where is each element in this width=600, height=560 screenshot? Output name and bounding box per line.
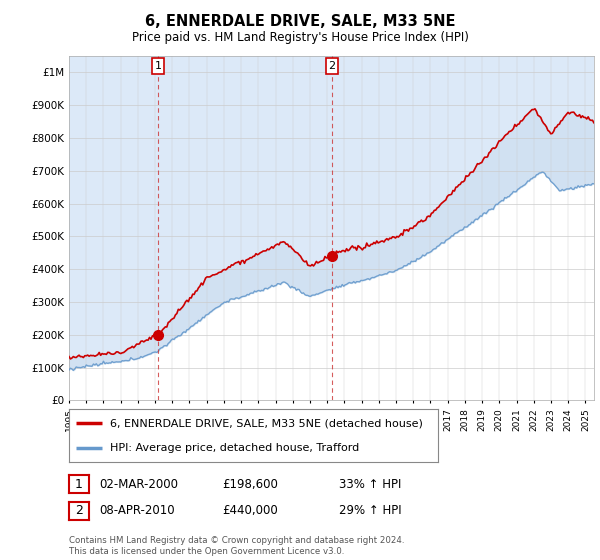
Text: 02-MAR-2000: 02-MAR-2000	[99, 478, 178, 491]
Text: £198,600: £198,600	[222, 478, 278, 491]
Text: 2: 2	[75, 504, 83, 517]
Text: Contains HM Land Registry data © Crown copyright and database right 2024.
This d: Contains HM Land Registry data © Crown c…	[69, 536, 404, 556]
Text: £440,000: £440,000	[222, 504, 278, 517]
Text: 08-APR-2010: 08-APR-2010	[99, 504, 175, 517]
Text: 6, ENNERDALE DRIVE, SALE, M33 5NE (detached house): 6, ENNERDALE DRIVE, SALE, M33 5NE (detac…	[110, 418, 422, 428]
Text: Price paid vs. HM Land Registry's House Price Index (HPI): Price paid vs. HM Land Registry's House …	[131, 31, 469, 44]
Text: 6, ENNERDALE DRIVE, SALE, M33 5NE: 6, ENNERDALE DRIVE, SALE, M33 5NE	[145, 14, 455, 29]
Text: 1: 1	[75, 478, 83, 491]
Text: 29% ↑ HPI: 29% ↑ HPI	[339, 504, 401, 517]
Text: 1: 1	[154, 61, 161, 71]
Text: HPI: Average price, detached house, Trafford: HPI: Average price, detached house, Traf…	[110, 442, 359, 452]
Text: 33% ↑ HPI: 33% ↑ HPI	[339, 478, 401, 491]
Text: 2: 2	[328, 61, 335, 71]
